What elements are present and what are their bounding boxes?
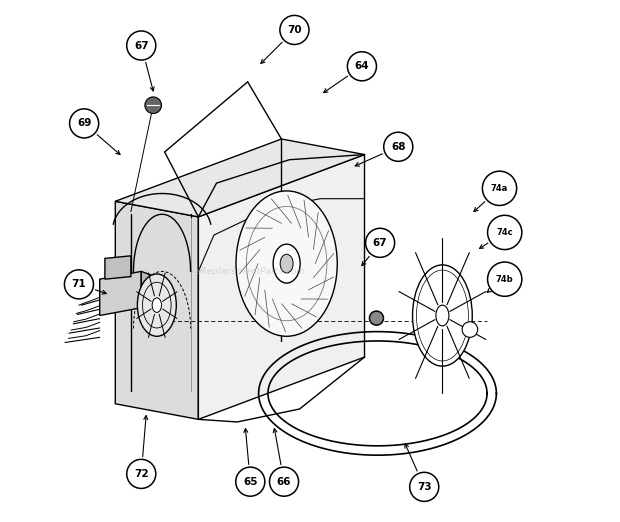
Circle shape [384, 132, 413, 161]
Circle shape [64, 270, 94, 299]
Ellipse shape [138, 274, 176, 336]
Polygon shape [115, 139, 365, 217]
Polygon shape [141, 271, 162, 315]
Circle shape [270, 467, 299, 496]
Ellipse shape [412, 265, 472, 366]
Polygon shape [198, 155, 365, 419]
Text: 73: 73 [417, 482, 432, 492]
Text: 66: 66 [277, 477, 291, 487]
Circle shape [126, 31, 156, 60]
Circle shape [369, 311, 384, 325]
Circle shape [370, 311, 383, 325]
Text: 65: 65 [243, 477, 257, 487]
Circle shape [280, 16, 309, 44]
Ellipse shape [273, 244, 300, 283]
Polygon shape [105, 256, 131, 279]
Circle shape [366, 228, 395, 257]
Text: 70: 70 [287, 25, 302, 35]
Polygon shape [115, 201, 198, 419]
Text: eReplacementParts.com: eReplacementParts.com [195, 267, 305, 276]
Text: 74b: 74b [496, 275, 513, 283]
Circle shape [347, 52, 376, 81]
Circle shape [236, 467, 265, 496]
Text: 74c: 74c [497, 228, 513, 237]
Ellipse shape [152, 298, 161, 312]
Circle shape [487, 262, 522, 296]
Circle shape [69, 109, 99, 138]
Text: 67: 67 [134, 41, 149, 51]
Circle shape [487, 215, 522, 250]
Text: 68: 68 [391, 142, 405, 152]
Circle shape [145, 97, 161, 114]
Circle shape [462, 322, 477, 337]
Circle shape [126, 459, 156, 489]
Text: 74a: 74a [491, 184, 508, 193]
Circle shape [482, 171, 516, 206]
Text: 71: 71 [72, 279, 86, 289]
Text: 67: 67 [373, 238, 388, 248]
Text: 64: 64 [355, 61, 370, 72]
Text: 69: 69 [77, 118, 91, 128]
Circle shape [410, 472, 439, 502]
Polygon shape [100, 271, 141, 315]
Ellipse shape [280, 254, 293, 273]
Text: 72: 72 [134, 469, 149, 479]
Ellipse shape [436, 305, 449, 326]
Ellipse shape [236, 191, 337, 336]
